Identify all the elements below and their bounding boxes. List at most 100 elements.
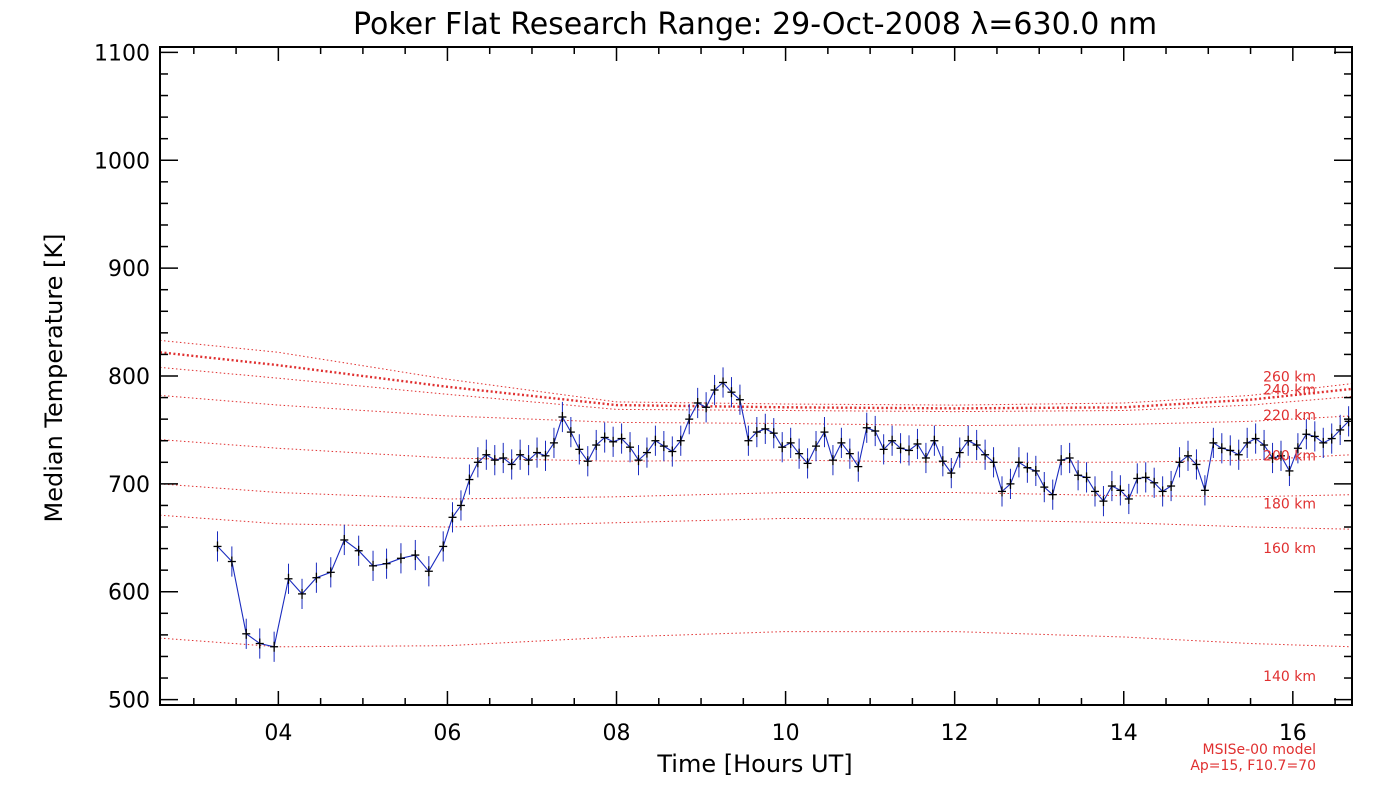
data-point bbox=[242, 618, 251, 649]
measured-series bbox=[213, 367, 1352, 662]
data-point bbox=[930, 425, 939, 456]
data-point bbox=[340, 524, 349, 556]
model-curve-200km bbox=[160, 439, 1352, 463]
data-point bbox=[1234, 439, 1243, 470]
data-point bbox=[727, 377, 736, 408]
y-tick-label: 900 bbox=[108, 257, 150, 282]
model-parameters-note: Ap=15, F10.7=70 bbox=[1190, 758, 1316, 774]
data-point bbox=[998, 476, 1007, 507]
model-curves bbox=[160, 339, 1352, 648]
data-point bbox=[439, 531, 448, 562]
data-point bbox=[1226, 435, 1235, 466]
data-point bbox=[507, 449, 516, 480]
x-axis-label: Time [Hours UT] bbox=[656, 750, 852, 778]
model-curve-160km bbox=[160, 514, 1352, 530]
data-point bbox=[828, 445, 837, 476]
data-point bbox=[651, 425, 660, 456]
data-point bbox=[213, 531, 222, 562]
axes: 04 06 08 10 12 14 16 500 600 700 800 900 1000 1100 bbox=[94, 41, 1353, 746]
data-point bbox=[499, 442, 508, 474]
data-point bbox=[1243, 427, 1252, 458]
data-point bbox=[516, 439, 525, 470]
data-point bbox=[964, 425, 973, 456]
data-point bbox=[710, 374, 719, 406]
data-point bbox=[1048, 479, 1057, 510]
data-point bbox=[896, 433, 905, 464]
y-tick-label: 500 bbox=[108, 689, 150, 714]
data-point bbox=[1023, 452, 1032, 483]
data-point bbox=[820, 416, 829, 448]
data-point bbox=[558, 401, 567, 433]
y-tick-label: 1100 bbox=[94, 41, 150, 66]
data-point bbox=[871, 415, 880, 447]
x-tick-label: 12 bbox=[941, 721, 969, 746]
data-point bbox=[473, 447, 482, 478]
data-point bbox=[693, 387, 702, 419]
data-point bbox=[1040, 472, 1049, 503]
y-tick-label: 800 bbox=[108, 365, 150, 390]
data-point bbox=[795, 438, 804, 469]
data-point bbox=[812, 431, 821, 462]
data-point bbox=[583, 446, 592, 477]
data-point bbox=[1057, 445, 1066, 476]
plot-frame bbox=[159, 46, 1353, 706]
data-point bbox=[862, 412, 871, 443]
model-label-240km: 240 km bbox=[1263, 383, 1316, 399]
data-point bbox=[1260, 429, 1269, 461]
data-point bbox=[1158, 476, 1167, 507]
data-point bbox=[685, 404, 694, 435]
data-point bbox=[541, 440, 550, 471]
model-curve-140km bbox=[160, 631, 1352, 648]
data-point bbox=[354, 535, 363, 566]
data-point bbox=[981, 439, 990, 470]
model-label-180km: 180 km bbox=[1263, 497, 1316, 513]
data-point bbox=[592, 429, 601, 461]
data-point bbox=[1014, 447, 1023, 478]
data-point bbox=[676, 425, 685, 456]
data-point bbox=[634, 445, 643, 476]
model-label-200km: 200 km bbox=[1263, 449, 1316, 465]
data-point bbox=[1031, 455, 1040, 487]
x-tick-label: 04 bbox=[264, 721, 292, 746]
data-point bbox=[609, 426, 618, 457]
data-point bbox=[490, 445, 499, 476]
data-point bbox=[761, 413, 770, 444]
data-point bbox=[482, 439, 491, 470]
data-point bbox=[524, 445, 533, 476]
data-point bbox=[1285, 455, 1294, 487]
data-point bbox=[566, 416, 575, 448]
x-tick-label: 14 bbox=[1110, 721, 1138, 746]
data-point bbox=[533, 437, 542, 468]
data-point bbox=[1074, 460, 1083, 491]
data-point bbox=[989, 447, 998, 478]
model-label-220km: 220 km bbox=[1263, 408, 1316, 424]
data-point bbox=[921, 442, 930, 474]
data-point bbox=[270, 631, 279, 662]
data-point bbox=[854, 451, 863, 482]
data-point bbox=[255, 628, 264, 659]
data-point bbox=[284, 563, 293, 594]
y-tick-label: 1000 bbox=[94, 149, 150, 174]
model-label-140km: 140 km bbox=[1263, 669, 1316, 685]
data-point bbox=[744, 425, 753, 456]
data-point bbox=[600, 422, 609, 453]
data-point bbox=[1200, 475, 1209, 506]
data-point bbox=[312, 562, 321, 593]
data-point bbox=[1107, 470, 1116, 502]
data-point bbox=[1217, 433, 1226, 464]
data-point bbox=[972, 429, 981, 461]
data-point bbox=[575, 434, 584, 465]
data-point bbox=[1116, 475, 1125, 506]
data-point bbox=[837, 427, 846, 458]
data-point bbox=[424, 556, 433, 587]
data-point bbox=[879, 434, 888, 465]
data-point bbox=[1006, 468, 1015, 499]
data-point bbox=[947, 457, 956, 489]
data-point bbox=[845, 438, 854, 469]
y-axis-label: Median Temperature [K] bbox=[40, 233, 68, 522]
model-label-160km: 160 km bbox=[1263, 541, 1316, 557]
data-point bbox=[549, 427, 558, 458]
data-point bbox=[382, 548, 391, 579]
x-tick-label: 08 bbox=[603, 721, 631, 746]
